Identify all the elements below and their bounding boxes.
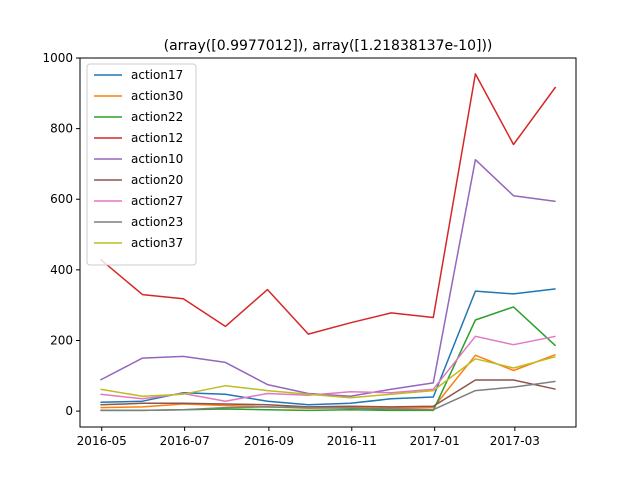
y-tick-label: 1000 <box>42 51 73 65</box>
y-tick-label: 200 <box>50 333 73 347</box>
x-tick-label: 2016-07 <box>160 434 210 448</box>
legend-label-action37: action37 <box>131 236 183 250</box>
y-tick-label: 600 <box>50 192 73 206</box>
series-line-action23 <box>100 380 556 412</box>
x-tick-label: 2017-01 <box>410 434 460 448</box>
y-tick-label: 800 <box>50 122 73 136</box>
legend-label-action12: action12 <box>131 131 183 145</box>
y-tick-label: 400 <box>50 263 73 277</box>
legend-label-action22: action22 <box>131 110 183 124</box>
plot-area <box>99 73 557 412</box>
plot-frame <box>79 57 577 428</box>
legend-label-action23: action23 <box>131 215 183 229</box>
series-line-action12 <box>99 73 557 335</box>
legend-box <box>86 63 197 266</box>
series-line-action10 <box>100 158 556 398</box>
series-line-action37 <box>100 355 556 399</box>
legend-label-action27: action27 <box>131 194 183 208</box>
x-tick-label: 2016-11 <box>327 434 377 448</box>
legend-label-action10: action10 <box>131 152 183 166</box>
legend: action17 action30 action22 action12 action10… <box>86 63 197 266</box>
y-tick-label: 0 <box>65 404 73 418</box>
legend-label-action20: action20 <box>131 173 183 187</box>
legend-label-action17: action17 <box>131 68 183 82</box>
x-tick-label: 2016-05 <box>77 434 127 448</box>
x-axis: 2016-05 2016-07 2016-09 2016-11 2017-01 2017-… <box>77 427 540 448</box>
y-axis: 0 200 400 600 800 1000 <box>42 51 80 418</box>
legend-label-action30: action30 <box>131 89 183 103</box>
chart-title: (array([0.9977012]), array([1.21838137e-… <box>164 38 493 54</box>
x-tick-label: 2017-03 <box>490 434 540 448</box>
x-tick-label: 2016-09 <box>244 434 294 448</box>
series-line-action20 <box>100 379 556 408</box>
